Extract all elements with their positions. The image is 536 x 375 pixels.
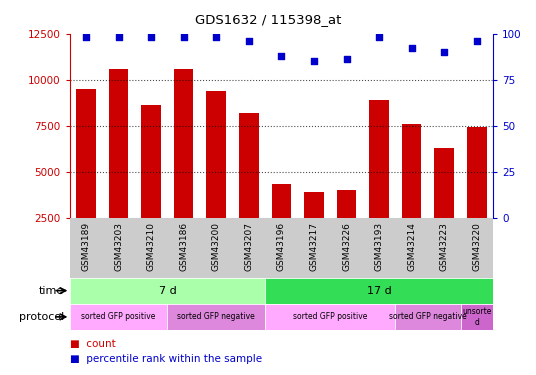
Text: time: time	[39, 286, 64, 296]
Text: GSM43203: GSM43203	[114, 222, 123, 271]
Point	[81, 34, 90, 40]
Bar	[435, 148, 454, 263]
Bar	[265, 304, 396, 330]
Point	[343, 57, 351, 63]
Bar	[70, 304, 167, 330]
Text: GDS1632 / 115398_at: GDS1632 / 115398_at	[195, 13, 341, 26]
Point	[277, 53, 286, 59]
Point	[440, 49, 449, 55]
Bar	[142, 105, 161, 263]
Text: GSM43189: GSM43189	[81, 222, 91, 272]
Text: GSM43200: GSM43200	[212, 222, 221, 271]
Text: sorted GFP negative: sorted GFP negative	[389, 312, 467, 321]
Point	[473, 38, 481, 44]
Text: sorted GFP positive: sorted GFP positive	[81, 312, 156, 321]
Bar	[369, 100, 389, 263]
Point	[375, 34, 383, 40]
Text: GSM43186: GSM43186	[179, 222, 188, 272]
Bar	[109, 69, 128, 263]
Bar	[174, 69, 193, 263]
Text: unsorte
d: unsorte d	[462, 307, 492, 327]
Text: GSM43214: GSM43214	[407, 222, 416, 271]
Text: GSM43226: GSM43226	[342, 222, 351, 271]
Bar	[167, 304, 265, 330]
Bar	[76, 89, 96, 263]
Text: protocol: protocol	[19, 312, 64, 322]
Point	[114, 34, 123, 40]
Text: sorted GFP positive: sorted GFP positive	[293, 312, 368, 321]
Bar	[337, 190, 356, 263]
Bar	[272, 184, 291, 263]
Bar	[396, 304, 460, 330]
Bar	[70, 278, 265, 304]
Bar	[304, 192, 324, 263]
Point	[180, 34, 188, 40]
Text: GSM43220: GSM43220	[472, 222, 481, 271]
Text: GSM43223: GSM43223	[440, 222, 449, 271]
Text: GSM43217: GSM43217	[309, 222, 318, 271]
Point	[244, 38, 253, 44]
Bar	[402, 124, 421, 263]
Point	[212, 34, 220, 40]
Bar	[467, 128, 487, 263]
Text: 17 d: 17 d	[367, 286, 391, 296]
Point	[147, 34, 155, 40]
Point	[407, 45, 416, 51]
Text: sorted GFP negative: sorted GFP negative	[177, 312, 255, 321]
Bar	[206, 91, 226, 263]
Text: GSM43207: GSM43207	[244, 222, 254, 271]
Text: GSM43210: GSM43210	[147, 222, 155, 271]
Text: GSM43196: GSM43196	[277, 222, 286, 272]
Text: ■  count: ■ count	[70, 339, 115, 350]
Bar	[460, 304, 493, 330]
Point	[310, 58, 318, 64]
Text: 7 d: 7 d	[159, 286, 176, 296]
Bar	[239, 113, 258, 263]
Bar	[265, 278, 493, 304]
Text: ■  percentile rank within the sample: ■ percentile rank within the sample	[70, 354, 262, 364]
Text: GSM43193: GSM43193	[375, 222, 384, 272]
